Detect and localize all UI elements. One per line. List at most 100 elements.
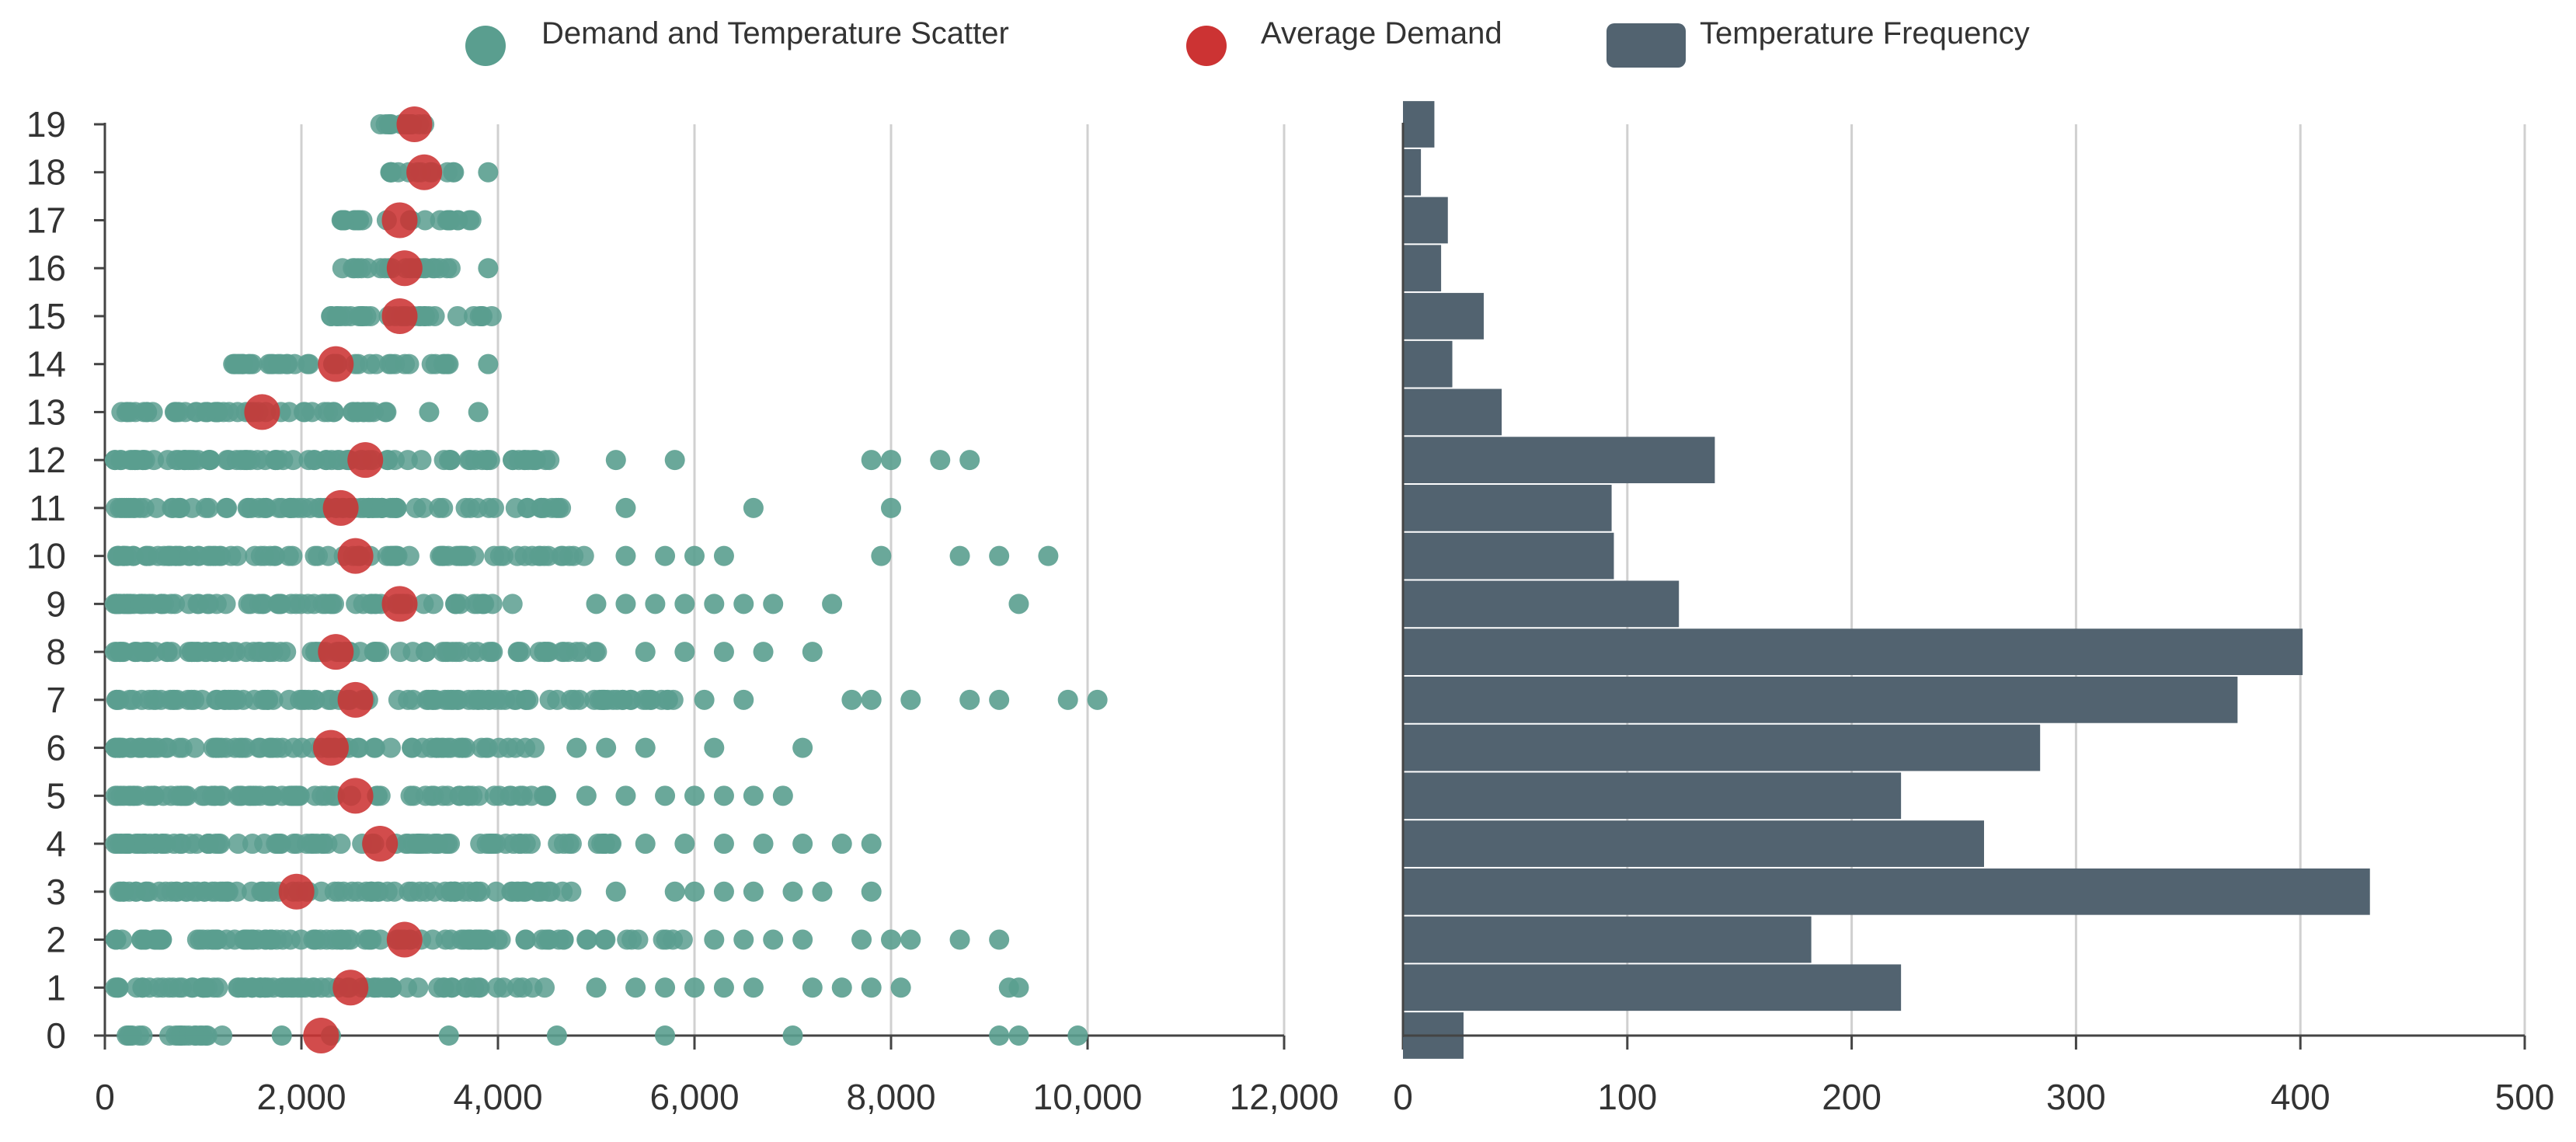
average-demand-point bbox=[318, 634, 354, 670]
scatter-point bbox=[472, 305, 493, 326]
scatter-point bbox=[546, 1025, 567, 1046]
scatter-point bbox=[989, 929, 1010, 950]
scatter-point bbox=[483, 497, 504, 518]
scatter-point bbox=[388, 689, 409, 710]
histogram-bar bbox=[1403, 245, 1442, 292]
scatter-point bbox=[753, 834, 774, 855]
scatter-point bbox=[900, 689, 921, 710]
scatter-point bbox=[208, 834, 229, 855]
scatter-point bbox=[782, 881, 803, 902]
histogram-chart: 0 100 200 300 400 500 bbox=[1393, 101, 2554, 1117]
scatter-point bbox=[109, 737, 130, 758]
average-demand-point bbox=[244, 394, 280, 430]
scatter-point bbox=[959, 689, 980, 710]
scatter-point bbox=[139, 737, 160, 758]
scatter-point bbox=[533, 785, 554, 806]
scatter-point bbox=[390, 642, 411, 663]
scatter-point bbox=[263, 977, 284, 998]
y-tick-label: 9 bbox=[46, 583, 66, 624]
histogram-bar bbox=[1403, 628, 2303, 675]
scatter-point bbox=[413, 497, 433, 518]
scatter-point bbox=[367, 977, 388, 998]
scatter-point bbox=[268, 594, 289, 615]
scatter-point bbox=[733, 594, 754, 615]
scatter-point bbox=[279, 402, 300, 423]
scatter-point bbox=[733, 929, 754, 950]
scatter-point bbox=[763, 594, 784, 615]
scatter-point bbox=[120, 402, 141, 423]
scatter-point bbox=[186, 881, 207, 902]
scatter-point bbox=[346, 594, 367, 615]
scatter-point bbox=[554, 642, 575, 663]
y-tick-label: 8 bbox=[46, 632, 66, 672]
y-tick-label: 18 bbox=[26, 152, 66, 193]
average-demand-point bbox=[347, 442, 384, 479]
scatter-point bbox=[423, 929, 444, 950]
scatter-point bbox=[881, 497, 901, 518]
y-tick-label: 2 bbox=[46, 920, 66, 960]
scatter-point bbox=[216, 929, 237, 950]
histogram-bar bbox=[1403, 293, 1484, 339]
scatter-point bbox=[713, 834, 734, 855]
y-tick-label: 13 bbox=[26, 392, 66, 432]
scatter-point bbox=[704, 594, 725, 615]
scatter-point bbox=[169, 737, 190, 758]
scatter-point bbox=[534, 977, 555, 998]
y-tick-label: 11 bbox=[29, 488, 66, 528]
scatter-point bbox=[254, 834, 275, 855]
scatter-point bbox=[505, 737, 526, 758]
scatter-point bbox=[123, 497, 144, 518]
scatter-point bbox=[615, 785, 636, 806]
scatter-point bbox=[207, 402, 228, 423]
scatter-point bbox=[586, 977, 607, 998]
average-demand-point bbox=[337, 681, 374, 718]
scatter-point bbox=[674, 642, 695, 663]
scatter-point bbox=[200, 450, 221, 471]
scatter-point bbox=[158, 977, 179, 998]
scatter-point bbox=[331, 210, 352, 231]
scatter-point bbox=[242, 977, 263, 998]
scatter-point bbox=[256, 929, 277, 950]
scatter-point bbox=[230, 450, 251, 471]
scatter-point bbox=[655, 785, 676, 806]
scatter-point bbox=[462, 785, 483, 806]
scatter-point bbox=[161, 881, 182, 902]
scatter-point bbox=[198, 497, 219, 518]
x-tick-label: 100 bbox=[1597, 1077, 1657, 1117]
histogram-bar bbox=[1403, 868, 2370, 915]
scatter-point bbox=[148, 929, 169, 950]
scatter-point bbox=[461, 642, 482, 663]
scatter-point bbox=[283, 450, 304, 471]
y-tick-label: 0 bbox=[46, 1015, 66, 1056]
scatter-point bbox=[315, 450, 336, 471]
scatter-point bbox=[283, 737, 304, 758]
scatter-point bbox=[459, 881, 480, 902]
scatter-point bbox=[380, 545, 401, 566]
scatter-point bbox=[184, 689, 205, 710]
scatter-point bbox=[324, 881, 345, 902]
average-demand-point bbox=[381, 298, 418, 334]
scatter-point bbox=[596, 737, 617, 758]
histogram-bar bbox=[1403, 101, 1435, 148]
scatter-point bbox=[188, 545, 209, 566]
histogram-bar bbox=[1403, 388, 1502, 436]
scatter-point bbox=[106, 497, 127, 518]
scatter-point bbox=[402, 689, 423, 710]
scatter-point bbox=[120, 1025, 141, 1046]
scatter-point bbox=[419, 402, 440, 423]
scatter-point bbox=[360, 881, 381, 902]
scatter-point bbox=[900, 929, 921, 950]
scatter-point bbox=[205, 642, 226, 663]
scatter-point bbox=[476, 450, 497, 471]
scatter-point bbox=[782, 1025, 803, 1046]
scatter-point bbox=[264, 545, 285, 566]
scatter-point bbox=[216, 497, 237, 518]
scatter-point bbox=[538, 881, 559, 902]
x-tick-label: 0 bbox=[1393, 1077, 1413, 1117]
scatter-point bbox=[539, 450, 560, 471]
scatter-point bbox=[534, 642, 555, 663]
scatter-point bbox=[482, 642, 503, 663]
scatter-point bbox=[408, 977, 429, 998]
scatter-point bbox=[510, 834, 531, 855]
average-demand-point bbox=[303, 1018, 339, 1053]
